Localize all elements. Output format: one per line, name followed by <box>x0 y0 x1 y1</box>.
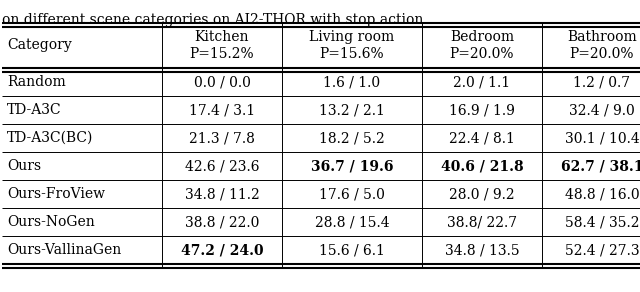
Text: 16.9 / 1.9: 16.9 / 1.9 <box>449 103 515 117</box>
Text: TD-A3C(BC): TD-A3C(BC) <box>7 131 93 145</box>
Text: Bedroom
P=20.0%: Bedroom P=20.0% <box>450 30 515 61</box>
Text: 62.7 / 38.1: 62.7 / 38.1 <box>561 159 640 173</box>
Text: 38.8 / 22.0: 38.8 / 22.0 <box>185 215 259 229</box>
Text: 42.6 / 23.6: 42.6 / 23.6 <box>185 159 259 173</box>
Text: Ours-FroView: Ours-FroView <box>7 187 105 201</box>
Text: 52.4 / 27.3: 52.4 / 27.3 <box>564 243 639 257</box>
Text: 1.2 / 0.7: 1.2 / 0.7 <box>573 75 630 89</box>
Text: 34.8 / 11.2: 34.8 / 11.2 <box>184 187 259 201</box>
Text: Bathroom
P=20.0%: Bathroom P=20.0% <box>567 30 637 61</box>
Text: 34.8 / 13.5: 34.8 / 13.5 <box>445 243 519 257</box>
Text: 21.3 / 7.8: 21.3 / 7.8 <box>189 131 255 145</box>
Text: Category: Category <box>7 39 72 53</box>
Text: 48.8 / 16.0: 48.8 / 16.0 <box>564 187 639 201</box>
Text: Ours-VallinaGen: Ours-VallinaGen <box>7 243 121 257</box>
Text: 18.2 / 5.2: 18.2 / 5.2 <box>319 131 385 145</box>
Text: 58.4 / 35.2: 58.4 / 35.2 <box>564 215 639 229</box>
Text: on different scene categories on AI2-THOR with stop action.: on different scene categories on AI2-THO… <box>2 13 428 27</box>
Text: 17.4 / 3.1: 17.4 / 3.1 <box>189 103 255 117</box>
Text: 47.2 / 24.0: 47.2 / 24.0 <box>180 243 263 257</box>
Text: 30.1 / 10.4: 30.1 / 10.4 <box>564 131 639 145</box>
Text: 13.2 / 2.1: 13.2 / 2.1 <box>319 103 385 117</box>
Text: 36.7 / 19.6: 36.7 / 19.6 <box>311 159 393 173</box>
Text: 2.0 / 1.1: 2.0 / 1.1 <box>453 75 511 89</box>
Text: 40.6 / 21.8: 40.6 / 21.8 <box>441 159 524 173</box>
Text: Random: Random <box>7 75 66 89</box>
Text: 28.0 / 9.2: 28.0 / 9.2 <box>449 187 515 201</box>
Text: 28.8 / 15.4: 28.8 / 15.4 <box>315 215 389 229</box>
Text: 32.4 / 9.0: 32.4 / 9.0 <box>569 103 635 117</box>
Text: Ours: Ours <box>7 159 41 173</box>
Text: 38.8/ 22.7: 38.8/ 22.7 <box>447 215 517 229</box>
Text: 22.4 / 8.1: 22.4 / 8.1 <box>449 131 515 145</box>
Text: Living room
P=15.6%: Living room P=15.6% <box>309 30 395 61</box>
Text: Kitchen
P=15.2%: Kitchen P=15.2% <box>189 30 254 61</box>
Text: 0.0 / 0.0: 0.0 / 0.0 <box>193 75 250 89</box>
Text: 15.6 / 6.1: 15.6 / 6.1 <box>319 243 385 257</box>
Text: Ours-NoGen: Ours-NoGen <box>7 215 95 229</box>
Text: 17.6 / 5.0: 17.6 / 5.0 <box>319 187 385 201</box>
Text: 1.6 / 1.0: 1.6 / 1.0 <box>323 75 381 89</box>
Text: TD-A3C: TD-A3C <box>7 103 61 117</box>
